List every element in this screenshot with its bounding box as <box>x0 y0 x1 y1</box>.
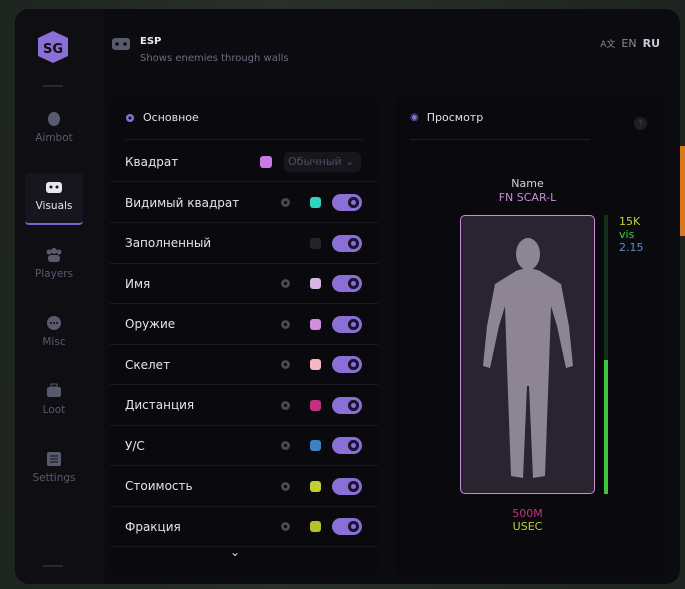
help-button[interactable]: ? <box>634 117 647 130</box>
sidebar-item-label: Visuals <box>35 200 73 212</box>
chevron-down-icon: ⌄ <box>345 154 355 168</box>
panel-title: Основное <box>143 111 199 124</box>
eye-icon: ◉ <box>410 112 419 123</box>
background-strip <box>680 146 685 236</box>
page-subtitle: Shows enemies through walls <box>140 53 289 64</box>
panel-title: Просмотр <box>426 111 484 124</box>
setting-row: Имя <box>110 264 378 304</box>
sidebar-item-misc[interactable]: Misc <box>25 309 83 361</box>
setting-label: Скелет <box>125 357 171 372</box>
setting-label: Дистанция <box>125 398 195 412</box>
setting-row: Скелет <box>110 345 378 385</box>
color-swatch[interactable] <box>310 237 321 249</box>
sidebar-item-visuals[interactable]: Visuals <box>25 173 83 225</box>
sidebar-item-loot[interactable]: Loot <box>25 377 83 429</box>
toolbox-icon <box>47 383 61 397</box>
lang-en-button[interactable]: EN <box>621 37 637 50</box>
setting-label: Имя <box>125 276 151 291</box>
toggle-switch[interactable] <box>332 194 362 211</box>
color-swatch[interactable] <box>310 197 321 208</box>
gear-icon[interactable] <box>280 359 291 370</box>
toggle-switch[interactable] <box>332 437 362 454</box>
gear-icon[interactable] <box>280 440 291 451</box>
sidebar: SG Aimbot Visuals Players Misc Loot Settings <box>15 9 103 584</box>
sidebar-item-label: Misc <box>42 336 66 348</box>
gear-icon[interactable] <box>280 481 291 492</box>
setting-label: Квадрат <box>125 154 179 169</box>
color-swatch[interactable] <box>310 399 321 411</box>
color-swatch[interactable] <box>310 318 321 330</box>
preview-visible: vis <box>619 228 635 241</box>
toggle-switch[interactable] <box>332 396 362 414</box>
gear-icon[interactable] <box>280 197 291 208</box>
sidebar-item-label: Aimbot <box>35 132 73 144</box>
setting-row: Дистанция <box>110 386 378 426</box>
toggle-switch[interactable] <box>332 315 362 333</box>
color-swatch[interactable] <box>310 359 321 370</box>
setting-row: Фракция <box>110 507 378 547</box>
gear-icon[interactable] <box>280 521 291 532</box>
scroll-down-icon[interactable]: ⌄ <box>230 545 241 559</box>
gear-icon[interactable] <box>280 319 291 330</box>
setting-label: Стоимость <box>125 479 193 493</box>
setting-row-box: Квадрат Обычный ⌄ <box>110 142 378 182</box>
toggle-switch[interactable] <box>332 234 362 252</box>
setting-row: Оружие <box>110 305 378 345</box>
gear-icon[interactable] <box>280 278 291 289</box>
vr-headset-icon <box>112 38 130 50</box>
color-swatch[interactable] <box>310 440 321 451</box>
main-settings-panel: Основное Квадрат Обычный ⌄ Видимый квадр… <box>110 97 378 577</box>
sidebar-item-players[interactable]: Players <box>25 241 83 293</box>
sidebar-item-label: Loot <box>42 404 66 416</box>
toggle-switch[interactable] <box>332 477 362 495</box>
page-title: ESP <box>140 36 162 47</box>
color-swatch[interactable] <box>310 278 321 289</box>
health-bar <box>604 215 608 494</box>
lang-ru-button[interactable]: RU <box>642 37 660 50</box>
svg-text:SG: SG <box>43 42 63 57</box>
preview-faction: USEC <box>512 520 543 533</box>
setting-label: Заполненный <box>125 236 212 250</box>
sidebar-item-label: Settings <box>32 472 76 484</box>
alien-icon <box>48 112 60 126</box>
setting-label: Фракция <box>125 519 181 534</box>
toggle-switch[interactable] <box>332 518 362 535</box>
logo-icon: SG <box>38 31 68 63</box>
setting-row: У/С <box>110 426 378 466</box>
setting-label: Оружие <box>125 317 176 331</box>
setting-row: Видимый квадрат <box>110 183 378 223</box>
setting-label: У/С <box>125 438 145 453</box>
sidebar-item-label: Players <box>34 268 74 280</box>
color-swatch[interactable] <box>260 155 272 168</box>
users-icon <box>46 248 62 262</box>
toggle-switch[interactable] <box>332 356 362 373</box>
dots-icon <box>47 316 61 330</box>
preview-name: Name <box>511 177 544 190</box>
divider <box>43 565 63 567</box>
sidebar-item-aimbot[interactable]: Aimbot <box>25 105 83 157</box>
preview-distance: 500M <box>512 507 543 520</box>
toggle-switch[interactable] <box>332 275 362 292</box>
vr-headset-icon <box>46 182 62 193</box>
divider <box>43 85 63 87</box>
app-window: SG Aimbot Visuals Players Misc Loot Settings … <box>15 9 680 584</box>
translate-icon: A文 <box>600 40 616 50</box>
preview-box <box>460 215 595 494</box>
sidebar-item-settings[interactable]: Settings <box>25 445 83 497</box>
gear-icon <box>126 113 134 122</box>
preview-ratio: 2.15 <box>619 241 644 254</box>
box-style-select[interactable]: Обычный ⌄ <box>284 151 361 172</box>
player-model-image <box>483 238 573 478</box>
preview-panel: ◉ Просмотр ? Name FN SCAR-L 15K vis 2.15 … <box>395 97 665 577</box>
setting-row: Стоимость <box>110 467 378 507</box>
list-icon <box>47 452 61 466</box>
setting-row: Заполненный <box>110 224 378 264</box>
setting-label: Видимый квадрат <box>125 195 240 210</box>
preview-value: 15K <box>619 215 641 228</box>
preview-weapon: FN SCAR-L <box>498 191 557 204</box>
gear-icon[interactable] <box>280 400 291 411</box>
language-switcher: A文 EN RU <box>600 37 660 50</box>
color-swatch[interactable] <box>310 521 321 532</box>
color-swatch[interactable] <box>310 480 321 492</box>
